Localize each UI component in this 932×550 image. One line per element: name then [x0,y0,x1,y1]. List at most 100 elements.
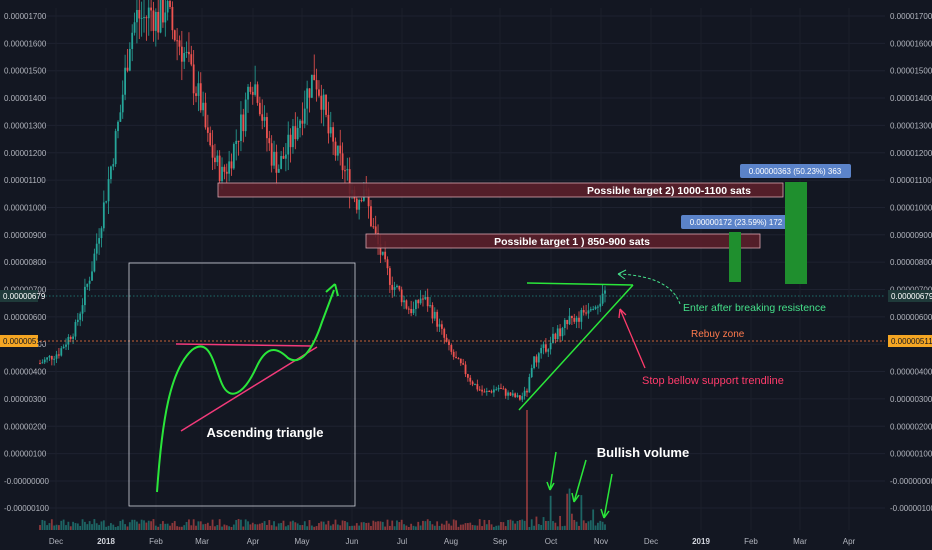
x-tick-label: Mar [195,537,209,546]
candle-body [173,30,176,41]
y-tick-label-right: -0.00000100 [890,504,932,513]
volume-arrow-1 [546,451,557,491]
volume-bar [313,526,316,530]
volume-bar [145,522,148,530]
y-tick-label-right: 0.00000300 [890,395,932,404]
candle-body [552,333,554,343]
rebuy-price-right: 0.00000511 [891,337,932,346]
x-tick-label: Feb [149,537,163,546]
target-2-zone[interactable] [217,182,784,198]
volume-bar [403,524,405,530]
candle-body [91,271,93,281]
volume-bar [481,526,483,530]
volume-bar [242,526,245,530]
volume-bar [367,522,370,530]
candle-body [490,391,493,393]
candle-body [287,134,290,155]
volume-bar [417,521,420,530]
candle-body [566,319,569,325]
y-tick-label-left: 0.00001100 [4,176,46,185]
volume-bar [492,526,495,530]
y-tick-label-left: 0.00001200 [4,149,47,158]
entry-label: Enter after breaking resistence [683,302,826,314]
candle-body [478,389,481,391]
candle-body [60,348,63,356]
candle-body [372,226,375,228]
candle-body [537,353,540,363]
volume-bar [573,519,576,530]
x-tick-label: Dec [49,537,63,546]
candle-body [547,349,550,352]
measure-2-bar[interactable] [785,182,807,284]
volume-bar [332,524,335,530]
candle-body [143,17,145,19]
candle-body [419,298,422,304]
candle-body [164,12,167,23]
volume-bar [119,520,122,530]
candle-body [327,114,330,134]
volume-bar [143,520,145,530]
volume-arrow-2 [571,459,587,503]
y-tick-label-right: 0.00001300 [890,121,932,130]
measure-1-label: 0.00000172 (23.59%) 172 [690,218,783,227]
candle-body [410,308,413,314]
volume-bar [140,519,143,530]
candle-body [533,356,535,369]
volume-bar [431,524,434,530]
candle-body [589,309,592,311]
candle-body [344,170,346,172]
candle-body [107,179,110,202]
y-tick-label-left: -0.00000000 [4,477,49,486]
candle-body [299,120,301,128]
entry-arrow-head [617,269,627,280]
candle-body [117,121,119,132]
candle-body [251,91,254,95]
candle-body [481,389,483,392]
volume-bar [358,525,361,530]
target-1-zone[interactable] [365,233,761,249]
candle-body [256,84,259,103]
resistance-line [526,282,634,286]
candle-body [500,387,502,389]
volume-bar [251,522,254,530]
candle-body [268,138,271,144]
candle-body [332,127,335,142]
candle-body [235,140,238,145]
candle-body [39,363,41,365]
candle-body [414,300,417,310]
candle-body [386,259,389,269]
volume-bar [171,522,174,530]
volume-bar [469,522,472,530]
candle-body [502,388,505,390]
volume-bar [412,525,415,530]
volume-bar [464,523,467,530]
candle-body [426,296,429,307]
candle-body [313,74,316,81]
candle-body [450,345,453,352]
volume-bar [393,526,396,530]
volume-bar [102,520,105,530]
volume-bar [310,525,313,530]
candle-body [192,64,195,94]
volume-bar [261,522,264,530]
volume-bar [597,522,599,530]
y-tick-label-left: -0.00000100 [4,504,49,513]
y-tick-label-right: 0.00001100 [890,176,932,185]
volume-bar [547,520,550,530]
volume-bar [556,526,559,530]
entry-arrow [617,273,681,305]
measure-1-bar[interactable] [729,232,741,282]
volume-bar [419,525,422,530]
candle-body [476,384,479,390]
x-tick-label: Jun [346,537,359,546]
volume-bar [336,524,339,530]
volume-bar [386,519,389,530]
candle-body [230,161,233,169]
volume-bar [355,523,358,530]
support-trendline [518,284,634,411]
volume-bar [152,519,155,530]
candle-body [530,368,533,378]
volume-bar [495,525,498,530]
